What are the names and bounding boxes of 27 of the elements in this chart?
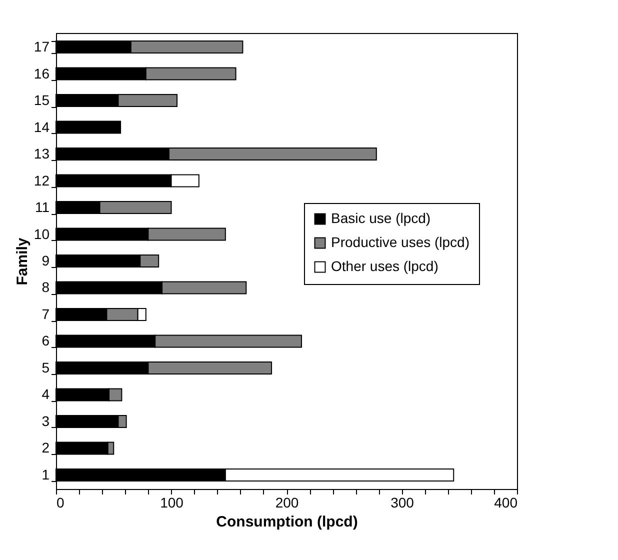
x-tick-label: 300 [390,494,414,510]
y-axis-title: Family [14,237,31,286]
y-tick-label: 6 [42,332,50,349]
y-tick-label: 16 [34,65,50,82]
y-tick-label: 13 [34,146,50,162]
legend-label: Productive uses (lpcd) [331,234,470,250]
y-tick-label: 7 [42,306,50,322]
y-tick-label: 5 [42,359,50,376]
y-tick-label: 11 [34,199,50,216]
y-tick-label: 15 [34,92,50,108]
y-tick-label: 2 [42,440,50,456]
x-axis-title: Consumption (lpcd) [216,514,358,530]
y-tick-label: 12 [34,172,50,188]
y-tick-label: 17 [34,38,50,55]
legend-label: Basic use (lpcd) [331,210,431,226]
y-tick-label: 14 [34,118,50,135]
y-tick-label: 1 [42,466,50,482]
x-tick-label: 100 [160,494,184,510]
y-tick-label: 4 [42,386,50,402]
y-tick-label: 8 [42,279,50,296]
x-tick-label: 400 [494,494,518,510]
x-tick-label: 200 [275,494,299,510]
y-tick-label: 10 [34,226,50,242]
y-tick-label: 3 [42,412,50,429]
x-tick-label: 0 [56,494,64,510]
legend-label: Other uses (lpcd) [331,258,438,274]
y-tick-label: 9 [42,252,50,268]
